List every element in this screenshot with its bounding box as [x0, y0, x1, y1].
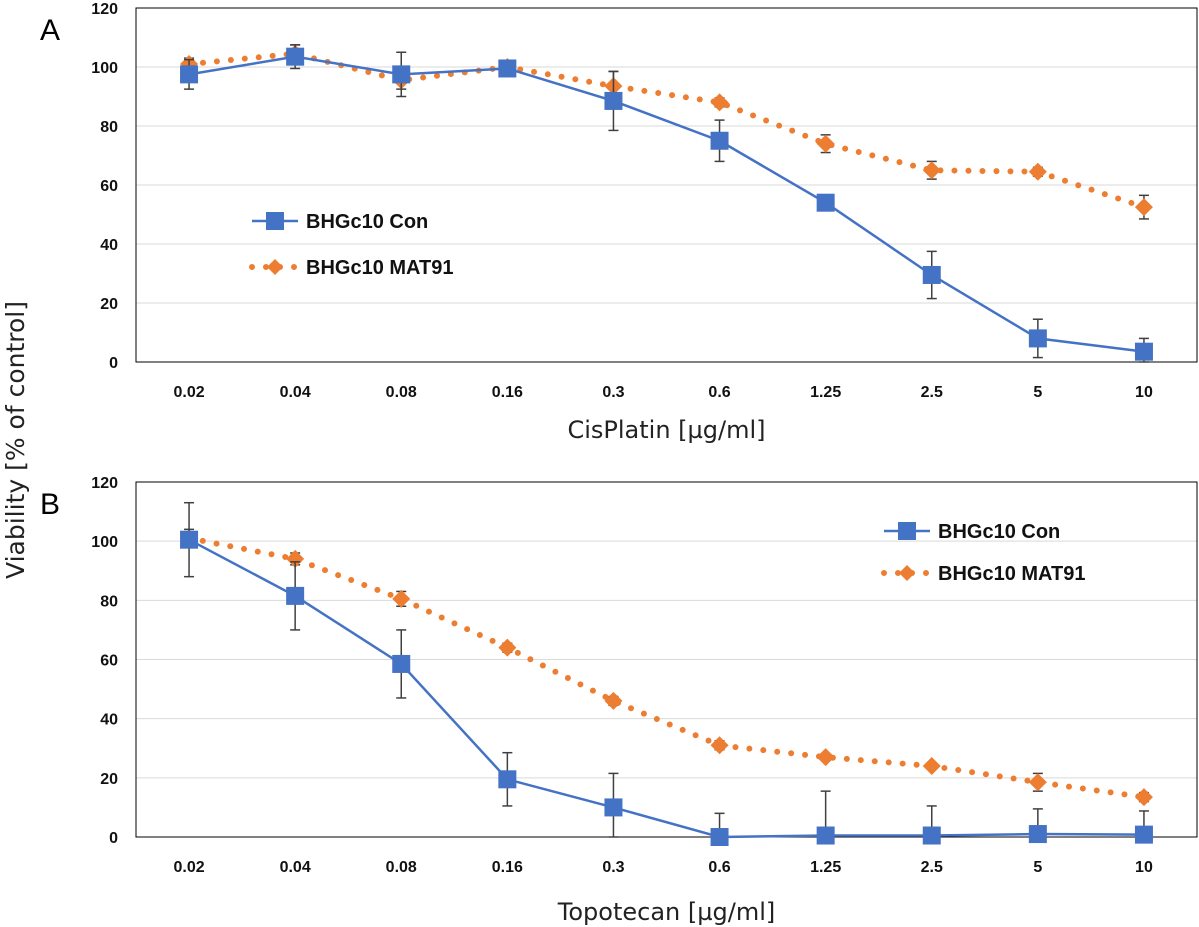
- chart-a-series-con-point: [392, 65, 411, 84]
- chart-b-series-con-point: [710, 828, 729, 846]
- chart-b-series-mat91-point: [710, 736, 729, 755]
- chart-a-x-tick-label: 0.02: [173, 384, 204, 401]
- chart-b-legend-con-swatch-marker: [898, 522, 916, 540]
- chart-a-x-tick-label: 10: [1135, 384, 1153, 401]
- chart-b-series-mat91-point: [604, 691, 623, 710]
- chart-a-series-con-point: [1134, 342, 1153, 361]
- chart-b-series-con-point: [498, 770, 517, 789]
- chart-a-series-mat91-point: [1028, 162, 1047, 181]
- chart-b-series-con-point: [180, 530, 199, 549]
- chart-a-y-tick-label: 20: [100, 296, 118, 313]
- chart-b-series-con-point: [1028, 825, 1047, 844]
- chart-b-series-con-point: [286, 586, 305, 605]
- chart-a-x-tick-label: 0.16: [492, 384, 523, 401]
- chart-b-series-mat91-line: [186, 535, 1147, 801]
- chart-b-series-mat91-point: [1028, 773, 1047, 792]
- chart-b-y-tick-label: 20: [100, 771, 118, 788]
- chart-b-plot-frame: [135, 481, 1198, 838]
- chart-a-y-tick-label: 40: [100, 237, 118, 254]
- chart-a-y-tick-label: 60: [100, 178, 118, 195]
- chart-b-x-tick-label: 0.6: [708, 859, 730, 876]
- chart-b-series-con-point: [816, 826, 835, 845]
- chart-b-x-tick-label: 0.02: [173, 859, 204, 876]
- chart-a-series-mat91: [180, 44, 1153, 220]
- chart-b-x-tick-label: 2.5: [921, 859, 943, 876]
- chart-a-series-con-point: [604, 91, 623, 110]
- chart-b-y-tick-label: 80: [100, 593, 118, 610]
- chart-a-x-axis-title: CisPlatin [µg/ml]: [567, 416, 765, 444]
- chart-b-series-con-point: [922, 826, 941, 845]
- chart-a-legend-mat91-swatch-marker: [267, 259, 283, 275]
- chart-a-series-con-line: [188, 55, 1145, 353]
- chart-b-series-mat91-point: [816, 748, 835, 767]
- chart-b-series-mat91-point: [286, 549, 305, 568]
- chart-b-x-tick-label: 10: [1135, 859, 1153, 876]
- chart-a-legend-con-swatch-marker: [266, 212, 284, 230]
- chart-b-x-tick-label: 0.04: [280, 859, 311, 876]
- chart-b-series-mat91-point: [498, 638, 517, 657]
- chart-a-x-tick-label: 1.25: [810, 384, 841, 401]
- chart-a-series-con: [180, 44, 1153, 363]
- chart-a-series-con-point: [498, 59, 517, 78]
- chart-a-series-con-point: [922, 265, 941, 284]
- chart-a-x-tick-label: 5: [1033, 384, 1042, 401]
- chart-b-series-mat91-point: [922, 757, 941, 775]
- chart-b-y-tick-label: 100: [91, 534, 118, 551]
- chart-b-y-tick-label: 60: [100, 653, 118, 670]
- chart-b-legend-mat91-label: BHGc10 MAT91: [938, 563, 1085, 585]
- chart-panel-a: 0 20 40 60 80 100 120 0.02 0.04 0.08 0.16 0.3 0.6 1.2…: [91, 1, 1198, 444]
- chart-a-series-con-point: [816, 193, 835, 212]
- chart-a-series-mat91-point: [816, 134, 835, 153]
- chart-a-x-tick-label: 0.08: [386, 384, 417, 401]
- panel-b-letter: B: [40, 488, 60, 521]
- chart-a-y-tick-label: 120: [91, 1, 118, 18]
- chart-a-x-tick-label: 2.5: [921, 384, 943, 401]
- chart-b-series-mat91-point: [392, 589, 411, 608]
- chart-b-series-con-point: [604, 798, 623, 817]
- chart-b-series-con-point: [1134, 825, 1153, 844]
- chart-a-y-tick-label: 100: [91, 60, 118, 77]
- chart-a-series-con-point: [180, 65, 199, 84]
- chart-a-series-con-point: [710, 131, 729, 150]
- chart-b-x-axis-title: Topotecan [µg/ml]: [557, 898, 775, 926]
- panel-a-letter: A: [40, 14, 60, 47]
- chart-a-legend-mat91-label: BHGc10 MAT91: [306, 257, 453, 279]
- chart-a-series-con-point: [286, 47, 305, 66]
- chart-a-legend-con-label: BHGc10 Con: [306, 211, 428, 233]
- chart-b-series-con-point: [392, 654, 411, 673]
- chart-a-x-tick-label: 0.6: [708, 384, 730, 401]
- chart-b-x-tick-label: 0.3: [602, 859, 624, 876]
- chart-b-x-tick-label: 0.16: [492, 859, 523, 876]
- chart-a-series-mat91-point: [1134, 198, 1153, 217]
- chart-a-series-mat91-point: [710, 93, 729, 112]
- chart-a-series-mat91-line: [186, 50, 1147, 211]
- chart-a-x-tick-label: 0.04: [280, 384, 311, 401]
- chart-a-x-tick-label: 0.3: [602, 384, 624, 401]
- chart-b-series-con-line: [188, 538, 1144, 839]
- chart-b-legend-mat91-swatch-marker: [899, 565, 915, 581]
- chart-a-y-tick-label: 80: [100, 119, 118, 136]
- chart-a-y-tick-label: 0: [109, 355, 118, 372]
- chart-b-x-tick-label: 0.08: [386, 859, 417, 876]
- chart-b-y-tick-label: 120: [91, 475, 118, 492]
- chart-a-series-mat91-point: [922, 161, 941, 180]
- chart-b-y-tick-label: 40: [100, 712, 118, 729]
- chart-b-series-con: [180, 501, 1153, 846]
- chart-b-y-tick-label: 0: [109, 830, 118, 847]
- chart-panel-b: 0 20 40 60 80 100 120 0.02 0.04 0.08 0.16 0.3 0.6 1.2…: [91, 475, 1198, 926]
- chart-a-series-con-point: [1028, 329, 1047, 348]
- y-axis-title: Viability [% of control]: [1, 301, 30, 579]
- chart-b-legend-con-label: BHGc10 Con: [938, 521, 1060, 543]
- chart-a-plot-frame: [135, 7, 1198, 363]
- chart-b-series-mat91-point: [1134, 788, 1153, 807]
- chart-b-x-tick-label: 5: [1033, 859, 1042, 876]
- chart-b-x-tick-label: 1.25: [810, 859, 841, 876]
